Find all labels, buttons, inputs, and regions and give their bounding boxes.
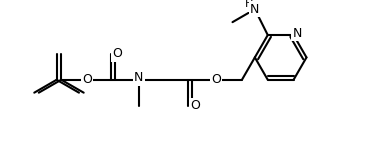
Text: O: O bbox=[82, 73, 92, 86]
Text: O: O bbox=[113, 48, 122, 60]
Text: O: O bbox=[211, 73, 221, 86]
Text: N: N bbox=[250, 3, 260, 16]
Text: O: O bbox=[190, 99, 200, 112]
Text: H: H bbox=[245, 0, 253, 9]
Text: N: N bbox=[293, 27, 302, 40]
Text: N: N bbox=[134, 71, 144, 84]
